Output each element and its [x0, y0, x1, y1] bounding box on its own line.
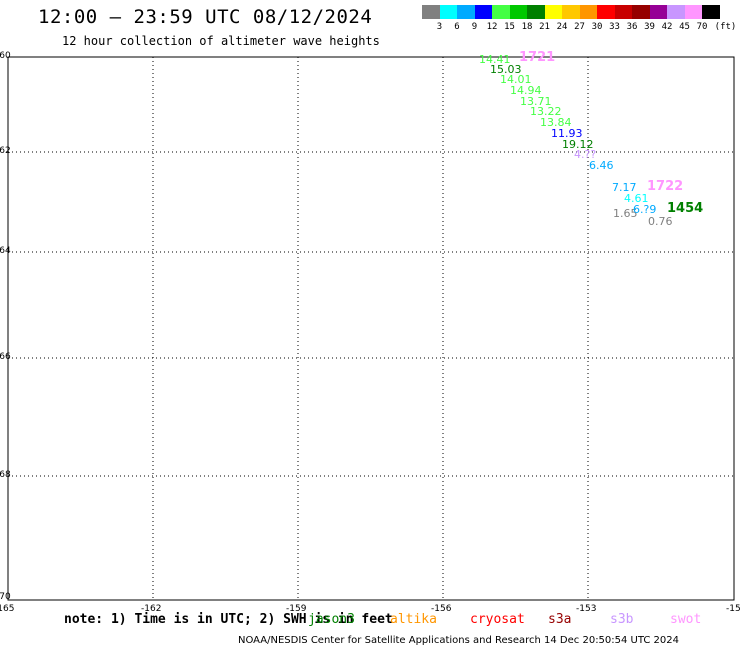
color-scale-label: 3 — [436, 22, 443, 32]
color-scale-label: 70 — [696, 22, 708, 32]
color-swatch — [439, 5, 457, 19]
x-tick-label: -153 — [576, 604, 597, 614]
color-scale-label: 6 — [454, 22, 460, 32]
color-scale-label: 27 — [574, 22, 585, 32]
color-scale-labels: 3 6 9 12 15 18 21 24 27 30 33 36 39 42 45 70 (ft) — [422, 22, 740, 36]
color-scale-label: 39 — [644, 22, 655, 32]
observation-label: 14.01 — [500, 73, 532, 86]
y-tick-label: -60 — [0, 51, 11, 61]
observation-label: 19.12 — [562, 138, 594, 151]
x-tick-label: -156 — [431, 604, 452, 614]
map-frame — [7, 56, 735, 601]
color-swatch — [667, 5, 685, 19]
color-scale-label: 42 — [661, 22, 673, 32]
color-scale-label: 33 — [609, 22, 620, 32]
legend-s3b: s3b — [610, 612, 634, 627]
color-scale-label: 12 — [486, 22, 498, 32]
observation-label: 13.22 — [530, 105, 562, 118]
observation-label: 6.?9 — [633, 203, 657, 216]
x-tick-label: -15 — [726, 604, 740, 614]
legend-s3a: s3a — [548, 612, 572, 627]
grid-lines — [8, 57, 734, 600]
color-scale-label: 15 — [504, 22, 515, 32]
color-swatch — [614, 5, 632, 19]
color-scale-label: 30 — [591, 22, 603, 32]
observation-label: 13.71 — [520, 95, 552, 108]
color-scale-label: 45 — [679, 22, 690, 32]
color-swatch — [474, 5, 492, 19]
y-tick-label: -62 — [0, 146, 11, 156]
observation-label: 1.65 — [613, 207, 638, 220]
color-swatch — [579, 5, 597, 19]
satellite-pass-label: 1721 — [519, 50, 556, 65]
color-swatch — [492, 5, 510, 19]
observation-label: 4.?? — [574, 148, 597, 161]
credit-line: NOAA/NESDIS Center for Satellite Applica… — [238, 635, 680, 646]
color-swatch — [597, 5, 615, 19]
page-subtitle: 12 hour collection of altimeter wave hei… — [62, 34, 380, 48]
legend-swot: swot — [670, 612, 702, 627]
y-tick-label: -66 — [0, 352, 11, 362]
observation-label: 15.03 — [490, 63, 522, 76]
legend-cryosat: cryosat — [470, 612, 525, 627]
color-swatch — [562, 5, 580, 19]
observation-label: 4.61 — [624, 192, 649, 205]
color-scale-label: 24 — [556, 22, 568, 32]
page-title: 12:00 – 23:59 UTC 08/12/2024 — [38, 6, 373, 28]
color-scale-label: 21 — [539, 22, 550, 32]
color-swatch — [632, 5, 650, 19]
satellite-pass-label: 1722 — [647, 179, 684, 194]
x-tick-label: -165 — [0, 604, 15, 614]
color-swatch — [544, 5, 562, 19]
observation-label: 14.94 — [510, 84, 542, 97]
legend-altika: altika — [390, 612, 437, 627]
observation-label: 13.84 — [540, 116, 572, 129]
color-swatch — [422, 5, 440, 19]
observation-label: 6.46 — [589, 159, 614, 172]
wave-height-color-scale — [422, 5, 720, 19]
color-swatch — [509, 5, 527, 19]
color-swatch — [457, 5, 475, 19]
y-tick-label: -68 — [0, 470, 11, 480]
color-swatch — [702, 5, 720, 19]
color-swatch — [649, 5, 667, 19]
color-swatch — [527, 5, 545, 19]
color-swatch — [684, 5, 702, 19]
legend-jason3: jason3 — [308, 612, 355, 627]
y-tick-label: -70 — [0, 592, 11, 602]
x-tick-label: -159 — [286, 604, 307, 614]
observation-label: 0.76 — [648, 215, 673, 228]
satellite-pass-label: 1454 — [667, 201, 704, 216]
observation-label: 11.93 — [551, 127, 583, 140]
color-scale-label: 18 — [521, 22, 533, 32]
observation-label: 14.41 — [479, 53, 511, 66]
color-scale-label: 36 — [626, 22, 638, 32]
color-scale-label: 9 — [471, 22, 478, 32]
observation-label: 7.17 — [612, 181, 637, 194]
y-tick-label: -64 — [0, 246, 11, 256]
footer-note: note: 1) Time is in UTC; 2) SWH is in fe… — [64, 612, 393, 627]
color-scale-unit: (ft) — [714, 22, 737, 32]
x-tick-label: -162 — [141, 604, 162, 614]
